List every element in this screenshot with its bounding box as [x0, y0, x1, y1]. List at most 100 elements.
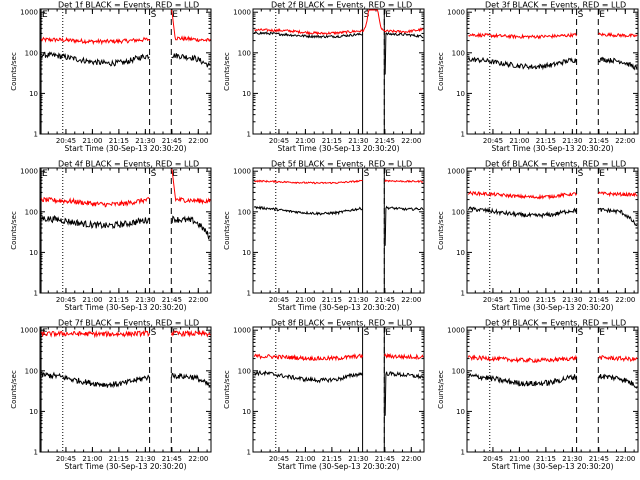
x-tick-label: 21:45 [375, 296, 395, 304]
y-tick-label: 1 [247, 131, 251, 139]
marker-label: S [364, 169, 370, 179]
x-axis-label: Start Time (30-Sep-13 20:30:20) [65, 462, 187, 471]
x-tick-label: 20:45 [56, 137, 76, 145]
marker-label: E [599, 169, 605, 179]
y-tick-label: 1000 [233, 327, 251, 335]
chart-panel-8: Det 8f BLACK = Events, RED = LLD 1 10 100 10… [223, 319, 425, 471]
x-axis-label: Start Time (30-Sep-13 20:30:20) [492, 144, 614, 153]
series-black-events [467, 206, 638, 227]
x-tick-label: 21:00 [295, 137, 315, 145]
marker-label: E [385, 169, 391, 179]
x-axis-label: Start Time (30-Sep-13 20:30:20) [492, 462, 614, 471]
plot-frame [466, 8, 639, 135]
series-black-events [254, 370, 424, 416]
y-tick-label: 10 [29, 408, 38, 416]
x-tick-label: 20:45 [269, 137, 289, 145]
x-tick-label: 21:30 [562, 137, 582, 145]
x-tick-label: 21:00 [509, 455, 529, 463]
chart-title: Det 1f BLACK = Events, RED = LLD [58, 1, 199, 10]
x-tick-label: 21:00 [295, 296, 315, 304]
marker-label: E [599, 328, 605, 338]
y-tick-label: 10 [29, 249, 38, 257]
y-tick-label: 100 [25, 49, 38, 57]
y-tick-label: 10 [456, 408, 465, 416]
marker-label: E [172, 169, 178, 179]
marker-label: E [172, 328, 178, 338]
x-tick-label: 22:00 [615, 296, 635, 304]
series-red-lld [40, 329, 211, 339]
x-tick-label: 22:00 [188, 296, 208, 304]
y-tick-label: 1000 [233, 168, 251, 176]
plot-frame [466, 167, 639, 294]
y-tick-label: 1 [34, 449, 38, 457]
x-tick-label: 21:45 [375, 455, 395, 463]
chart-title: Det 8f BLACK = Events, RED = LLD [271, 319, 412, 328]
x-axis-label: Start Time (30-Sep-13 20:30:20) [492, 303, 614, 312]
marker-label: E [599, 10, 605, 20]
marker-label: S [151, 169, 157, 179]
y-tick-label: 1 [461, 449, 465, 457]
series-black-events [468, 373, 638, 389]
x-tick-label: 20:45 [483, 455, 503, 463]
plot-frame [466, 326, 639, 453]
chart-title: Det 9f BLACK = Events, RED = LLD [485, 319, 626, 328]
chart-panel-6: Det 6f BLACK = Events, RED = LLD 1 10 100 10… [437, 160, 639, 312]
plot-frame [252, 167, 425, 294]
series-red-lld [467, 354, 638, 364]
series-red-lld [253, 352, 424, 362]
x-tick-label: 21:45 [589, 296, 609, 304]
marker-label: S [364, 10, 370, 20]
y-axis-label: Counts/sec [10, 370, 18, 409]
marker-label: S [578, 328, 584, 338]
chart-panel-3: Det 3f BLACK = Events, RED = LLD 1 10 100 10… [437, 1, 639, 153]
y-tick-label: 1 [247, 449, 251, 457]
series-black-events [253, 205, 424, 246]
x-tick-label: 21:45 [589, 455, 609, 463]
y-tick-label: 100 [238, 367, 251, 375]
series-red-lld [253, 179, 424, 185]
x-tick-label: 21:45 [162, 455, 182, 463]
x-axis-label: Start Time (30-Sep-13 20:30:20) [65, 303, 187, 312]
x-tick-label: 21:00 [82, 455, 102, 463]
x-tick-label: 22:00 [188, 455, 208, 463]
y-axis-label: Counts/sec [223, 211, 231, 250]
marker-label: E [385, 10, 391, 20]
series-black-events [40, 51, 211, 68]
chart-title: Det 4f BLACK = Events, RED = LLD [58, 160, 199, 169]
x-tick-label: 21:00 [82, 296, 102, 304]
x-tick-label: 20:45 [56, 455, 76, 463]
marker-label: E [172, 10, 178, 20]
y-tick-label: 1000 [20, 9, 38, 17]
series-black-events [253, 31, 424, 75]
marker-label: E [385, 328, 391, 338]
x-tick-label: 21:30 [135, 296, 155, 304]
x-tick-label: 21:00 [509, 137, 529, 145]
series-black-events [41, 214, 211, 240]
y-axis-label: Counts/sec [437, 370, 445, 409]
x-tick-label: 22:00 [401, 137, 421, 145]
x-tick-label: 21:30 [562, 455, 582, 463]
x-tick-label: 21:15 [322, 455, 342, 463]
y-tick-label: 10 [29, 90, 38, 98]
x-tick-label: 21:15 [109, 455, 129, 463]
x-axis-label: Start Time (30-Sep-13 20:30:20) [65, 144, 187, 153]
x-tick-label: 21:15 [536, 455, 556, 463]
y-tick-label: 1 [34, 131, 38, 139]
y-tick-label: 100 [238, 49, 251, 57]
chart-panel-4: Det 4f BLACK = Events, RED = LLD 1 10 100 10… [10, 160, 212, 312]
x-tick-label: 21:45 [375, 137, 395, 145]
chart-title: Det 7f BLACK = Events, RED = LLD [58, 319, 199, 328]
y-tick-label: 10 [456, 249, 465, 257]
x-tick-label: 21:15 [322, 137, 342, 145]
y-tick-label: 100 [238, 208, 251, 216]
x-axis-label: Start Time (30-Sep-13 20:30:20) [278, 462, 400, 471]
x-tick-label: 20:45 [483, 137, 503, 145]
y-tick-label: 1000 [20, 327, 38, 335]
x-tick-label: 20:45 [483, 296, 503, 304]
chart-title: Det 2f BLACK = Events, RED = LLD [271, 1, 412, 10]
x-tick-label: 21:00 [295, 455, 315, 463]
chart-panel-1: Det 1f BLACK = Events, RED = LLD 1 10 100 10… [10, 1, 212, 153]
x-tick-label: 22:00 [615, 137, 635, 145]
x-tick-label: 21:15 [109, 296, 129, 304]
x-tick-label: 22:00 [188, 137, 208, 145]
